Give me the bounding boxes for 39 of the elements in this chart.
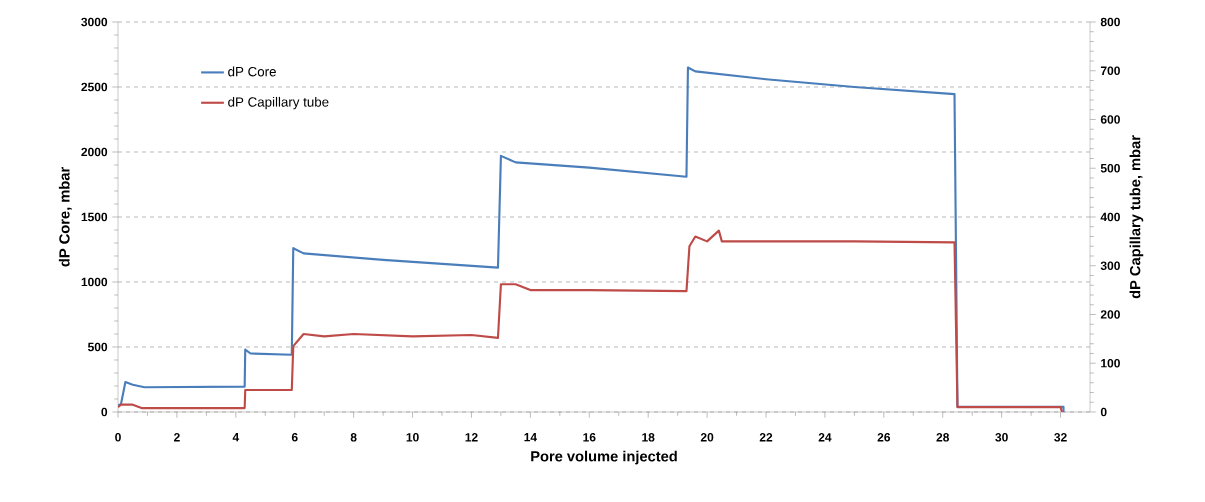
x-tick-label: 18 <box>642 433 655 442</box>
x-tick-label: 12 <box>465 433 478 442</box>
legend-label: dP Core <box>228 66 276 77</box>
x-tick-label: 14 <box>524 433 537 442</box>
y-axis-title: dP Core, mbar <box>58 167 72 267</box>
y2-tick-label: 300 <box>1100 261 1120 270</box>
x-tick-label: 24 <box>818 433 832 442</box>
y2-tick-label: 800 <box>1100 17 1120 27</box>
y2-axis-title: dP Capillary tube, mbar <box>1129 135 1144 299</box>
y-tick-label: 2000 <box>81 147 108 157</box>
x-tick-label: 22 <box>759 433 773 442</box>
x-tick-label: 0 <box>115 433 121 442</box>
y2-tick-label: 700 <box>1100 66 1120 75</box>
legend-label: dP Capillary tube <box>228 96 329 110</box>
x-tick-label: 30 <box>995 433 1008 442</box>
y2-tick-label: 600 <box>1100 115 1120 124</box>
y-tick-label: 2500 <box>81 82 108 92</box>
line-series <box>118 66 1065 412</box>
x-tick-label: 8 <box>350 433 357 442</box>
x-tick-label: 10 <box>406 433 419 442</box>
x-tick-label: 20 <box>700 433 714 442</box>
y2-tick-label: 100 <box>1101 358 1120 368</box>
y2-tick-label: 200 <box>1100 310 1120 319</box>
y-tick-label: 3000 <box>81 17 108 27</box>
x-tick-label: 16 <box>583 433 596 442</box>
y2-tick-label: 500 <box>1100 163 1120 173</box>
y-tick-label: 1000 <box>81 277 108 287</box>
x-tick-label: 26 <box>877 433 891 442</box>
x-tick-label: 2 <box>174 433 180 442</box>
y-tick-label: 0 <box>101 407 108 417</box>
x-tick-label: 32 <box>1054 433 1067 442</box>
x-tick-label: 28 <box>936 433 950 442</box>
x-tick-label: 4 <box>232 433 240 442</box>
x-axis-title: Pore volume injected <box>531 450 677 465</box>
y-tick-label: 1500 <box>81 212 108 222</box>
y2-tick-label: 0 <box>1100 407 1107 417</box>
x-tick-label: 6 <box>291 433 298 442</box>
y2-tick-label: 400 <box>1100 212 1120 222</box>
y-tick-label: 500 <box>87 342 108 352</box>
